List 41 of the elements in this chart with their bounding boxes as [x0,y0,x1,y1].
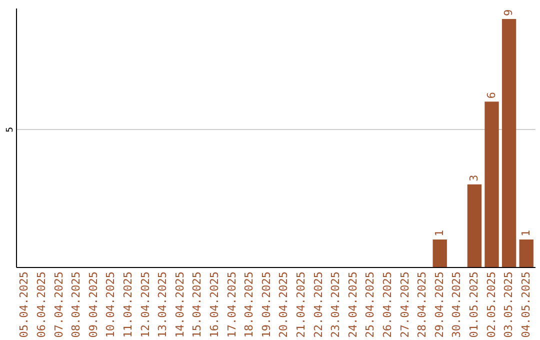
x-tick-label: 19.04.2025 [260,272,273,338]
x-tick-label: 24.04.2025 [346,272,360,338]
x-tick-label: 25.04.2025 [364,272,377,338]
x-tick-label: 11.04.2025 [121,272,134,338]
x-tick-label: 27.04.2025 [398,272,412,338]
x-tick-label: 07.04.2025 [52,272,66,338]
y-tick-label: 5 [6,127,16,132]
bar [484,102,499,267]
bar [519,239,534,267]
x-tick-label: 10.04.2025 [104,272,118,338]
x-tick-label: 17.04.2025 [225,272,238,338]
x-tick-label: 02.05.2025 [484,272,498,338]
x-tick-label: 14.04.2025 [173,272,186,338]
x-tick-label: 30.04.2025 [450,272,464,338]
x-tick-label: 13.04.2025 [156,272,170,338]
x-tick-label: 21.04.2025 [294,272,308,338]
data-label: 6 [484,92,498,99]
bar [502,19,516,267]
x-tick-label: 18.04.2025 [242,272,256,338]
x-tick-label: 15.04.2025 [190,272,204,338]
x-tick-label: 05.04.2025 [18,272,31,338]
data-label: 1 [432,230,446,236]
x-tick-label: 09.04.2025 [86,272,100,338]
x-tick-label: 28.04.2025 [416,272,429,338]
data-label: 1 [519,230,532,236]
x-tick-label: 12.04.2025 [138,272,152,338]
x-tick-label: 03.05.2025 [502,272,516,338]
x-tick-label: 04.05.2025 [519,272,532,338]
x-tick-label: 01.05.2025 [467,272,480,338]
x-tick-label: 08.04.2025 [70,272,83,338]
bar [432,239,447,267]
x-tick-label: 16.04.2025 [208,272,221,338]
data-label: 9 [502,9,516,16]
data-label: 3 [467,174,480,182]
x-tick-label: 22.04.2025 [312,272,325,338]
x-tick-label: 23.04.2025 [329,272,342,338]
x-tick-label: 26.04.2025 [380,272,394,338]
x-tick-label: 29.04.2025 [432,272,446,338]
x-tick-label: 20.04.2025 [277,272,290,338]
bar [467,184,482,267]
x-tick-label: 06.04.2025 [34,272,48,338]
